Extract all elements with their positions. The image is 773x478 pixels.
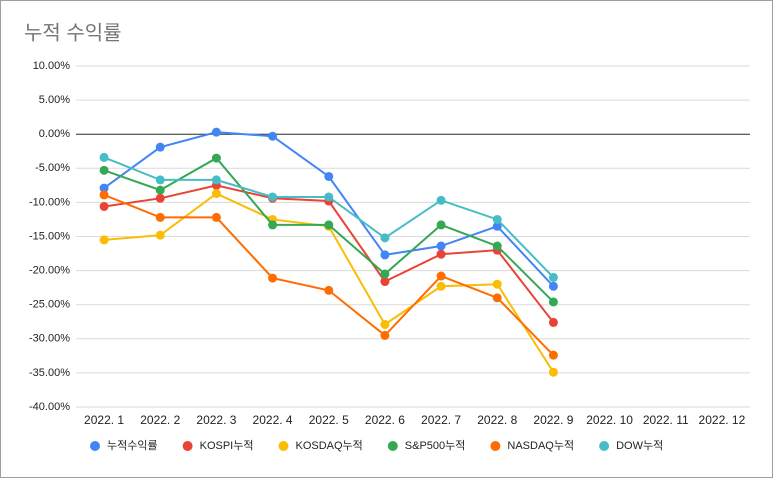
data-point — [324, 220, 334, 230]
y-tick-label: -25.00% — [29, 299, 70, 311]
legend-label: S&P500누적 — [405, 439, 466, 452]
data-point — [436, 271, 446, 281]
x-tick-label: 2022. 2 — [140, 413, 180, 427]
x-tick-label: 2022. 11 — [643, 413, 689, 427]
legend-marker — [490, 441, 501, 451]
data-point — [548, 281, 558, 291]
data-point — [380, 330, 390, 340]
data-point — [436, 241, 446, 251]
x-tick-label: 2022. 9 — [533, 413, 573, 427]
y-tick-label: -30.00% — [29, 333, 70, 345]
data-point — [155, 175, 165, 185]
data-point — [380, 233, 390, 243]
legend-label: NASDAQ누적 — [507, 439, 574, 452]
x-tick-label: 2022. 4 — [253, 413, 293, 427]
data-point — [155, 230, 165, 240]
data-point — [211, 153, 221, 163]
x-tick-label: 2022. 5 — [309, 413, 349, 427]
legend-marker — [599, 441, 610, 451]
data-point — [380, 319, 390, 329]
legend-label: 누적수익률 — [107, 439, 158, 452]
y-tick-label: 5.00% — [39, 94, 70, 106]
y-tick-label: -20.00% — [29, 265, 70, 277]
legend-label: KOSDAQ누적 — [295, 439, 362, 452]
data-point — [99, 201, 109, 211]
legend-label: KOSPI누적 — [200, 439, 254, 452]
data-point — [492, 241, 502, 251]
data-point — [548, 350, 558, 360]
x-tick-label: 2022. 10 — [586, 413, 633, 427]
data-point — [380, 277, 390, 287]
data-point — [268, 192, 278, 202]
data-point — [548, 367, 558, 377]
data-point — [436, 281, 446, 291]
y-tick-label: -15.00% — [29, 230, 70, 242]
data-point — [492, 221, 502, 231]
y-tick-label: -35.00% — [29, 367, 70, 379]
data-point — [99, 152, 109, 162]
data-point — [324, 192, 334, 202]
data-point — [380, 250, 390, 260]
data-point — [436, 220, 446, 230]
data-point — [211, 127, 221, 137]
x-tick-label: 2022. 6 — [365, 413, 405, 427]
data-point — [268, 131, 278, 141]
y-tick-label: 0.00% — [39, 128, 70, 140]
y-tick-label: -10.00% — [29, 196, 70, 208]
x-tick-label: 2022. 7 — [421, 413, 461, 427]
legend-marker — [90, 441, 100, 451]
legend-marker — [387, 441, 398, 451]
data-point — [155, 185, 165, 195]
data-point — [324, 171, 334, 181]
data-point — [155, 212, 165, 222]
data-point — [548, 317, 558, 327]
chart-title: 누적 수익률 — [24, 21, 122, 44]
data-point — [436, 249, 446, 259]
data-point — [492, 214, 502, 224]
data-point — [99, 190, 109, 200]
data-point — [492, 293, 502, 303]
data-point — [211, 175, 221, 185]
data-point — [99, 235, 109, 245]
y-tick-label: -5.00% — [35, 162, 70, 174]
x-tick-label: 2022. 8 — [477, 413, 517, 427]
data-point — [99, 165, 109, 175]
y-tick-label: 10.00% — [33, 60, 71, 72]
legend-marker — [278, 441, 289, 451]
data-point — [548, 297, 558, 307]
data-point — [380, 269, 390, 279]
data-point — [155, 193, 165, 203]
data-point — [211, 212, 221, 222]
data-point — [548, 272, 558, 282]
legend-label: DOW누적 — [616, 439, 663, 452]
x-tick-label: 2022. 3 — [196, 413, 236, 427]
y-tick-label: -40.00% — [29, 401, 70, 413]
data-point — [268, 273, 278, 283]
x-tick-label: 2022. 1 — [84, 413, 124, 427]
data-point — [268, 220, 278, 230]
data-point — [492, 279, 502, 289]
data-point — [211, 189, 221, 199]
data-point — [155, 142, 165, 152]
x-tick-label: 2022. 12 — [699, 413, 746, 427]
data-point — [324, 285, 334, 295]
data-point — [436, 195, 446, 205]
data-point — [99, 183, 109, 193]
legend-marker — [182, 441, 193, 451]
